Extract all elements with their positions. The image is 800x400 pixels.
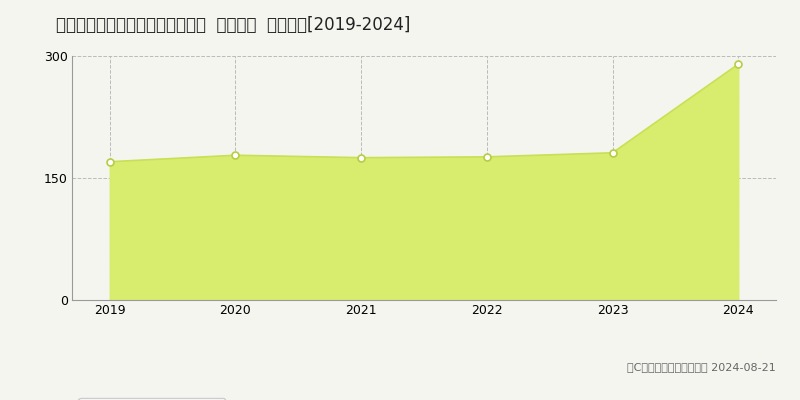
Point: [481, 154, 494, 160]
Legend: 地価公示 平均坪単価(万円/坪): 地価公示 平均坪単価(万円/坪): [78, 398, 225, 400]
Point: [229, 152, 242, 158]
Point: [606, 150, 619, 156]
Point: [354, 154, 367, 161]
Point: [103, 158, 116, 165]
Text: 東京都北区志茂２丁目２番２０外  地価公示  地価推移[2019-2024]: 東京都北区志茂２丁目２番２０外 地価公示 地価推移[2019-2024]: [56, 16, 410, 34]
Text: （C）土地価格ドットコム 2024-08-21: （C）土地価格ドットコム 2024-08-21: [627, 362, 776, 372]
Point: [732, 61, 745, 67]
